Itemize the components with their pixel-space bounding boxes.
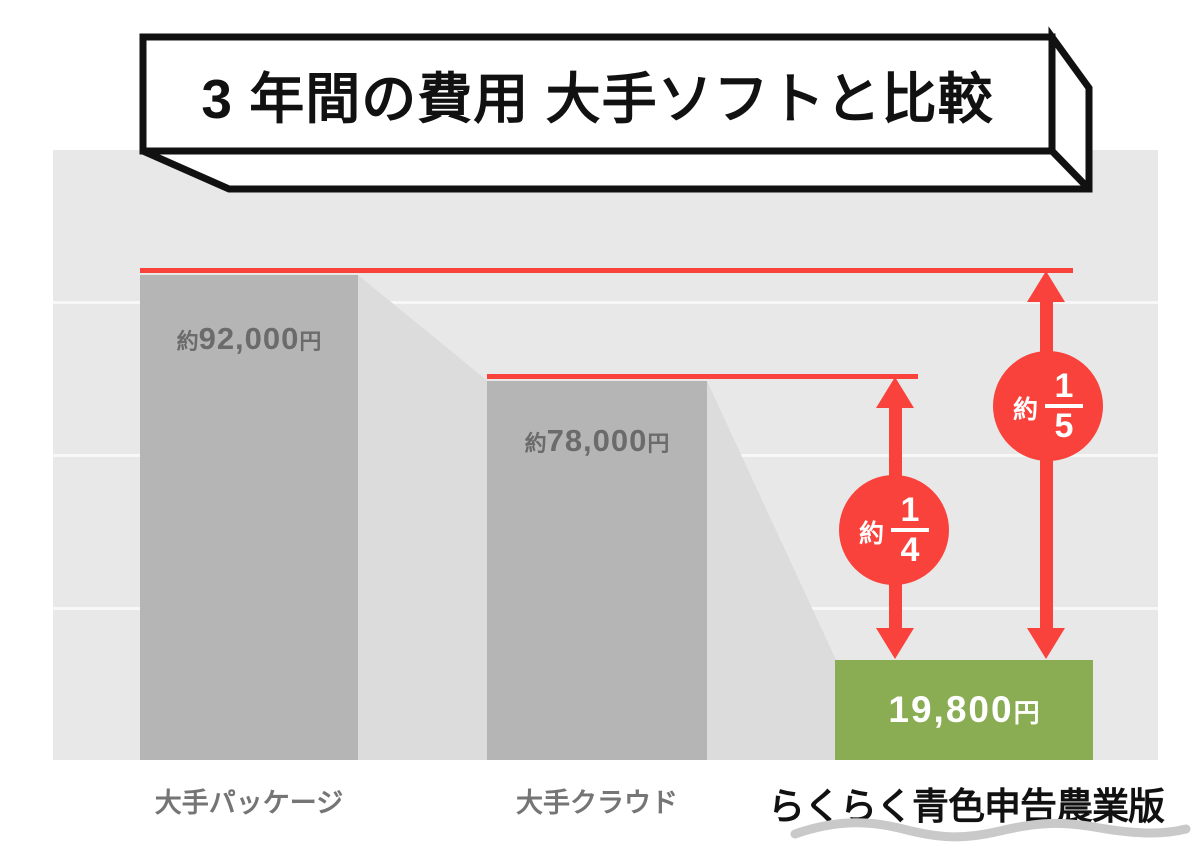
- category-label-major-cloud: 大手クラウド: [516, 788, 678, 818]
- category-label-major-package: 大手パッケージ: [154, 788, 344, 818]
- fraction-bar: [891, 528, 929, 532]
- bar-value-label: 19,800 円: [888, 689, 1040, 730]
- bar-value-label: 約 78,000 円: [524, 423, 670, 458]
- arrow-down-icon: [876, 628, 914, 659]
- fraction-bar: [1045, 404, 1083, 408]
- arrow-shaft: [1040, 298, 1053, 632]
- arrow-down-icon: [1027, 628, 1065, 659]
- ratio-badge-quarter: 約 1 4: [839, 475, 949, 585]
- bar-major-package: [140, 275, 358, 760]
- arrow-up-icon: [1027, 271, 1065, 302]
- bar-value-label: 約 92,000 円: [176, 321, 322, 356]
- title-box-3d: [139, 26, 1093, 193]
- ratio-badge-fifth: 約 1 5: [993, 351, 1103, 461]
- page-title: 3 年間の費用 大手ソフトと比較: [201, 68, 994, 130]
- bar-major-cloud: [487, 381, 707, 760]
- reference-line-78000: [487, 374, 918, 379]
- arrow-up-icon: [876, 377, 914, 408]
- category-label-rakuraku: らくらく青色申告農業版: [768, 786, 1165, 827]
- bar-rakuraku-green: 19,800 円: [835, 660, 1093, 760]
- fraction: 1 4: [891, 493, 929, 567]
- fraction: 1 5: [1045, 369, 1083, 443]
- gridline: [53, 301, 1158, 304]
- reference-line-92000: [140, 268, 1073, 273]
